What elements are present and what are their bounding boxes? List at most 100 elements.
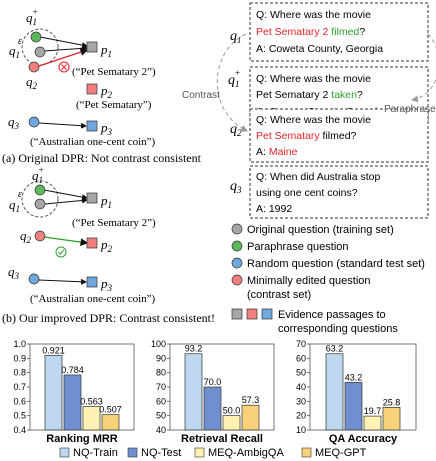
p3-b-label: p3 [100,276,113,293]
paraphrase-question-dot-b [34,184,46,196]
diagram-b: ε q1+ q1 q2 p1 (“Pet Sematary 2”) p2 q3 … [2,165,215,325]
q2-box [249,108,429,163]
q2-answer: A: Maine [256,146,298,158]
question-panel: q1 Q: Where was the movie Pet Sematary 2… [182,2,436,219]
random-question-dot-a [28,116,40,128]
q3-b-label: q3 [8,264,20,281]
chart-legend-swatch-nq-test [127,447,138,458]
p1-b-label: p1 [100,193,112,210]
bar-meq-gpt [241,404,260,431]
p2-a-label: p2 [100,83,113,100]
diagram-a: ε q1+ q1 q2 p1 (“Pet Sematary 2”) p2 (“P… [2,7,202,165]
bar-value-label: 93.2 [185,344,203,354]
ytick-label: 10 [296,425,306,435]
ytick-label: 0.4 [13,425,26,435]
bar-value-label: 63.2 [326,344,344,354]
chart-legend-nq-train: NQ-Train [73,447,118,459]
contrast-label: Contrast [182,90,220,101]
legend-dot-paraphrase [231,240,243,252]
check-circle-icon [55,246,67,258]
q1plus-b-label: q1+ [32,165,44,185]
contrast-arrow [216,33,248,132]
bar-meq-ambigqa [222,415,241,431]
ytick-label: 40 [156,425,166,435]
chart-title: QA Accuracy [329,433,398,445]
legend-contrast: Minimally edited question [247,275,371,287]
p3-b-desc: (“Australian one-cent coin”) [30,293,156,305]
q2-line1: Q: Where was the movie [256,114,371,126]
q1plus-line1: Q: Where was the movie [256,73,371,85]
q1plus-line2: Pet Sematary 2 taken? [256,89,363,101]
bar-meq-gpt [382,407,401,431]
passage-p2-a [86,83,98,95]
ytick-label: 50 [156,411,166,421]
epsilon-ball-a [21,28,59,66]
passage-p3-a [86,120,98,132]
paraphrase-label: Paraphrase [384,104,436,115]
legend-dot-original [231,223,243,235]
q1-a-label: q1 [9,43,20,60]
q3-box-label: q3 [230,179,242,195]
q1-line1: Q: Where was the movie [256,9,371,21]
eps-b: ε [18,189,22,200]
p3-a-desc: (“Australian one-cent coin”) [30,136,156,148]
original-question-dot-b [34,198,46,210]
ytick-label: 30 [296,396,306,406]
ytick-label: 100 [151,339,166,349]
bar-value-label: 19.7 [364,406,382,416]
bar-value-label: 25.8 [383,397,401,407]
chart-legend-swatch-nq-train [59,447,70,458]
chart-legend-nq-test: NQ-Test [141,447,181,459]
ytick-label: 0.6 [13,396,26,406]
bar-meq-gpt [101,414,120,431]
chart-legend-swatch-meq-ambigqa [194,447,205,458]
chart-title: Retrieval Recall [181,433,263,445]
q1plus-box-label: q1+ [228,68,241,89]
legend-random: Random question (standard test set) [247,258,425,270]
chart-legend-meq-ambigqa: MEQ-AmbigQA [208,447,284,459]
caption-b: (b) Our improved DPR: Contrast consisten… [2,311,215,325]
ytick-label: 0.7 [13,382,26,392]
ytick-label: 0.5 [13,411,26,421]
bar-nq-train [184,353,203,431]
bar-value-label: 43.2 [345,372,363,382]
bar-value-label: 0.507 [99,405,122,415]
contrast-question-dot-b [34,230,46,242]
bar-charts: 0.4 0.5 0.6 0.7 0.8 0.9 1.0 0.921 0.784 0.5630.50… [13,339,417,445]
bar-value-label: 50.0 [223,406,241,416]
legend-paraphrase: Paraphrase question [247,241,349,253]
q3-box [249,165,429,219]
ytick-label: 60 [156,396,166,406]
q1plus-a-label: q1+ [26,7,38,27]
bar-value-label: 57.3 [242,395,260,405]
ytick-label: 0.8 [13,368,26,378]
ytick-label: 60 [296,353,306,363]
chart-title: Ranking MRR [46,433,118,445]
p1-a-label: p1 [100,42,112,59]
ytick-label: 70 [296,339,306,349]
x-circle-icon [58,61,70,73]
legend-dot-contrast [231,274,243,286]
q1-box [249,2,429,62]
ytick-label: 70 [156,382,166,392]
bar-nq-test [203,386,222,431]
ytick-label: 20 [296,411,306,421]
bar-nq-train [44,354,63,431]
passage-p1-a [86,41,98,53]
p2-b-label: p2 [100,237,113,254]
passage-p3-b [86,276,98,288]
bar-value-label: 0.784 [61,365,84,375]
contrast-question-dot-a [28,61,40,73]
q1-line2: Pet Sematary 2 filmed? [256,26,365,38]
q2-b-label: q2 [20,228,32,245]
q3-line1: Q: When did Australia stop [256,171,380,183]
bar-nq-test [344,382,363,431]
bar-meq-ambigqa [82,406,101,431]
q1-box-label: q1 [230,29,242,45]
legend-evidence-line2: corresponding questions [278,323,398,335]
q2-a-label: q2 [26,74,38,91]
legend-contrast-line2: (contrast set) [247,289,311,301]
chart-legend-swatch-meq-gpt [301,447,312,458]
random-question-dot-b [28,273,40,285]
bar-value-label: 0.563 [80,397,103,407]
